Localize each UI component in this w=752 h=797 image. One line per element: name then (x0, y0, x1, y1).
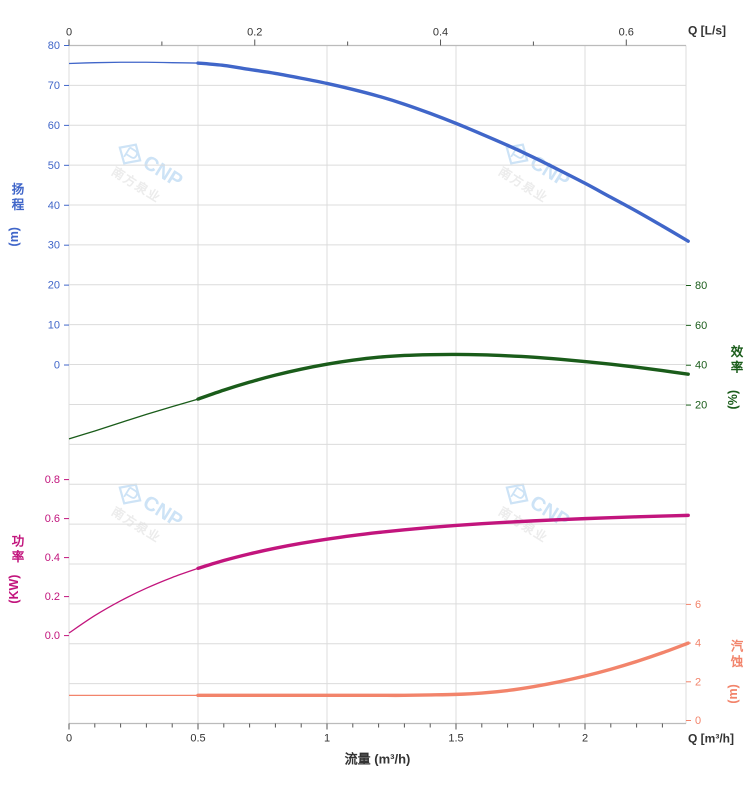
svg-text:2: 2 (582, 733, 588, 745)
svg-text:60: 60 (695, 320, 707, 332)
svg-text:扬: 扬 (12, 181, 25, 196)
svg-text:率: 率 (12, 549, 25, 564)
svg-text:4: 4 (695, 638, 701, 650)
svg-text:60: 60 (48, 120, 60, 132)
svg-text:0.2: 0.2 (247, 27, 262, 39)
svg-text:80: 80 (48, 40, 60, 52)
svg-text:0: 0 (695, 715, 701, 727)
svg-text:10: 10 (48, 320, 60, 332)
svg-text:50: 50 (48, 160, 60, 172)
svg-text:0: 0 (66, 733, 72, 745)
svg-text:70: 70 (48, 80, 60, 92)
svg-text:蚀: 蚀 (730, 654, 744, 669)
svg-text:0.4: 0.4 (45, 552, 60, 564)
svg-text:Q [m³/h]: Q [m³/h] (688, 732, 734, 746)
svg-text:0: 0 (54, 360, 60, 372)
svg-text:30: 30 (48, 240, 60, 252)
svg-text:20: 20 (48, 280, 60, 292)
svg-text:0.0: 0.0 (45, 630, 60, 642)
svg-text:0.2: 0.2 (45, 591, 60, 603)
svg-text:0: 0 (66, 27, 72, 39)
svg-text:(KW): (KW) (7, 575, 21, 604)
svg-text:0.8: 0.8 (45, 474, 60, 486)
svg-text:6: 6 (695, 599, 701, 611)
svg-text:率: 率 (731, 360, 744, 375)
svg-text:Q [L/s]: Q [L/s] (688, 24, 726, 38)
svg-text:0.6: 0.6 (619, 27, 634, 39)
svg-text:1.5: 1.5 (448, 733, 463, 745)
svg-text:程: 程 (12, 197, 25, 212)
svg-text:(%): (%) (726, 390, 740, 409)
svg-text:汽: 汽 (731, 638, 744, 653)
svg-text:0.6: 0.6 (45, 513, 60, 525)
svg-text:(m): (m) (7, 227, 21, 246)
svg-text:2: 2 (695, 676, 701, 688)
svg-text:功: 功 (12, 534, 25, 549)
svg-text:20: 20 (695, 400, 707, 412)
svg-text:40: 40 (695, 360, 707, 372)
svg-text:(m): (m) (726, 684, 740, 703)
svg-text:40: 40 (48, 200, 60, 212)
svg-text:效: 效 (731, 344, 744, 359)
svg-text:流量 (m³/h): 流量 (m³/h) (345, 752, 411, 767)
svg-text:1: 1 (324, 733, 330, 745)
svg-text:80: 80 (695, 280, 707, 292)
svg-text:0.5: 0.5 (190, 733, 205, 745)
svg-text:0.4: 0.4 (433, 27, 448, 39)
